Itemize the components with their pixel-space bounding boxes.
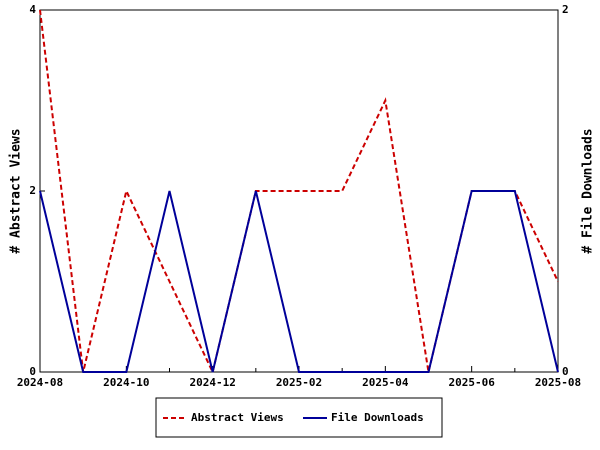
x-tick-label: 2025-04 [362,376,409,389]
x-tick-label: 2024-10 [103,376,149,389]
x-tick-label: 2025-06 [448,376,495,389]
legend-label: File Downloads [331,411,424,424]
x-tick-label: 2025-02 [276,376,322,389]
y-axis-title: # Abstract Views [9,128,24,253]
y-tick-label: 0 [29,365,36,378]
x-tick-label: 2025-08 [535,376,581,389]
legend-box [155,397,443,438]
series-line [39,190,559,373]
x-tick-label: 2024-08 [17,376,63,389]
y-tick-label: 2 [29,184,36,197]
y2-tick-label: 2 [562,3,569,16]
y-tick-label: 4 [29,3,36,16]
legend-label: Abstract Views [191,411,284,424]
y2-tick-label: 0 [562,365,569,378]
y2-axis-title: # File Downloads [581,128,596,253]
x-tick-label: 2024-12 [189,376,235,389]
